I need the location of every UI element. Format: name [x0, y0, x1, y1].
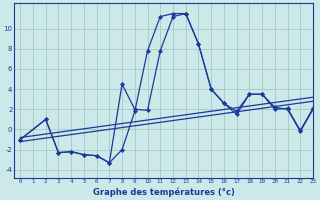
- X-axis label: Graphe des températures (°c): Graphe des températures (°c): [92, 187, 234, 197]
